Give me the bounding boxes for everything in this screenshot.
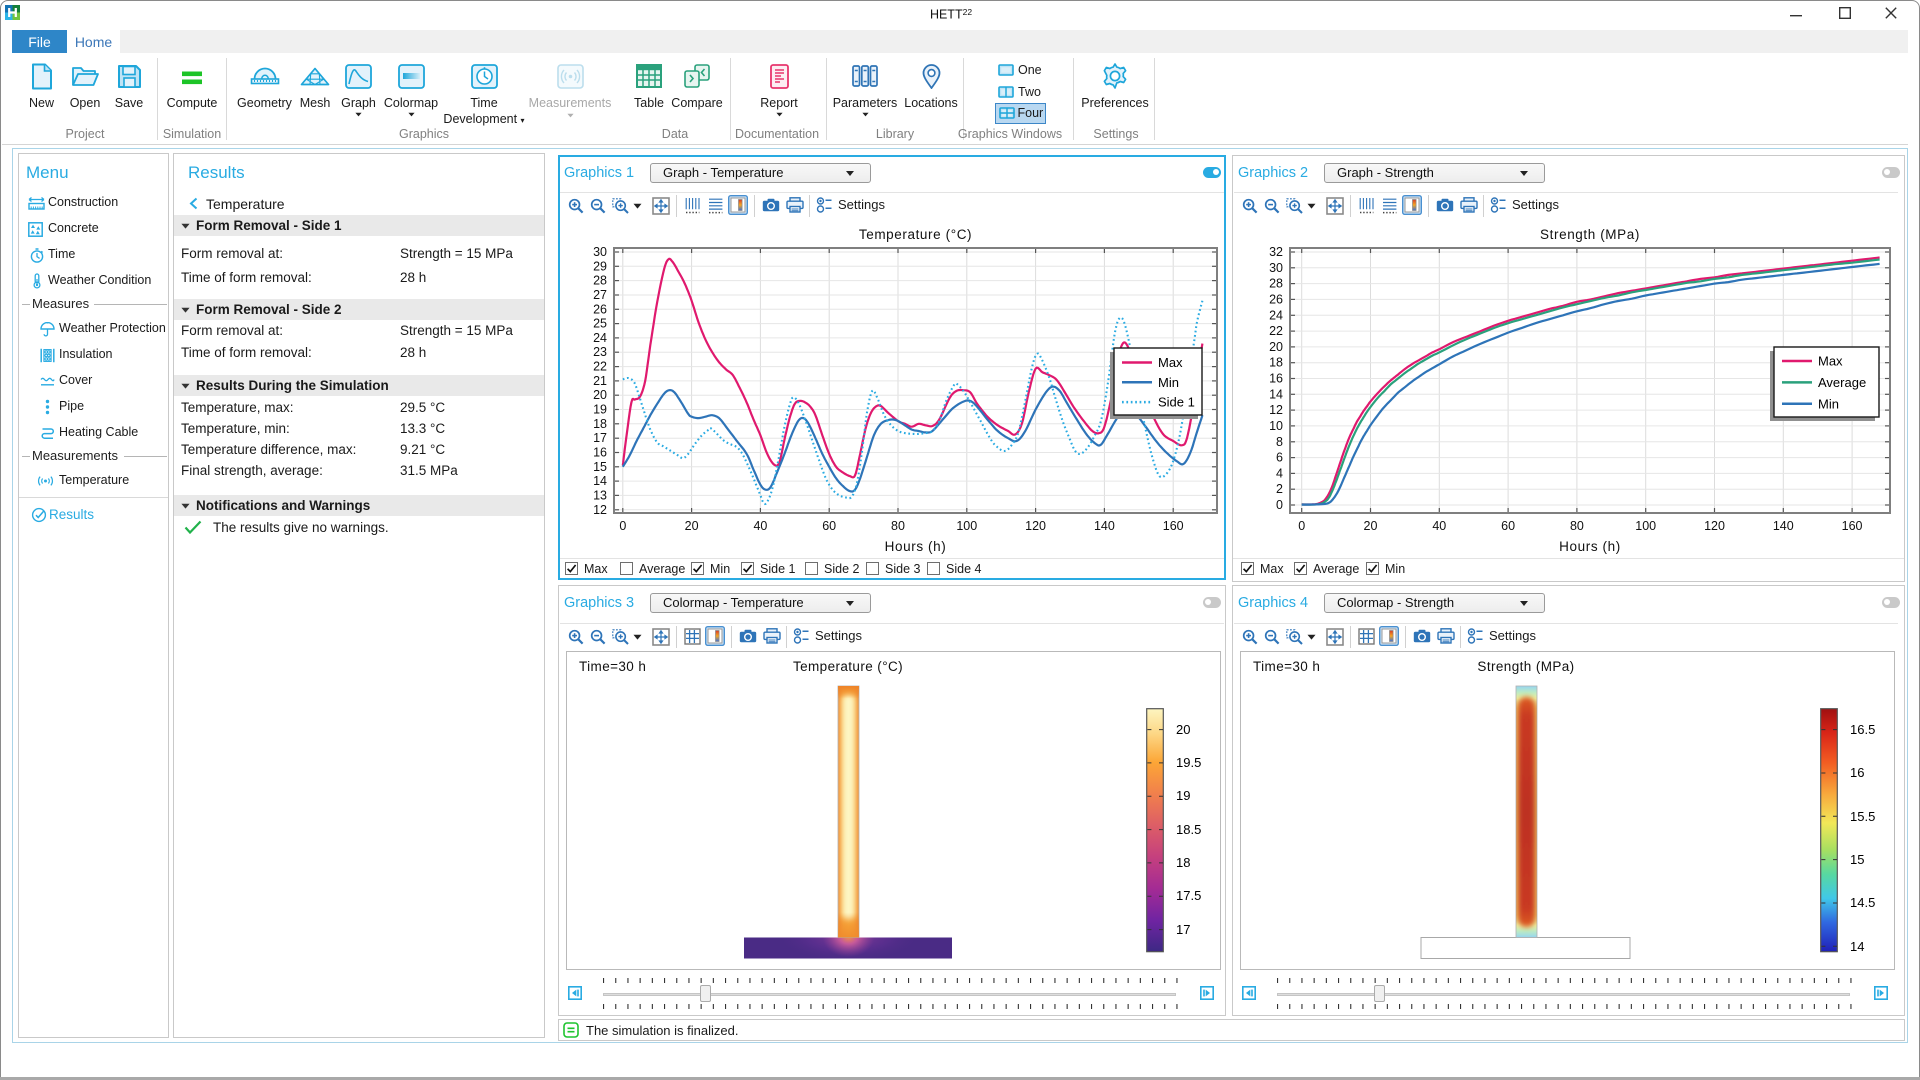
- svg-text:Hours (h): Hours (h): [885, 539, 947, 554]
- svg-text:Min: Min: [1158, 375, 1179, 390]
- svg-text:Side 1: Side 1: [1158, 395, 1195, 410]
- svg-text:Average: Average: [1818, 375, 1866, 390]
- svg-text:12: 12: [1269, 403, 1283, 417]
- svg-text:Max: Max: [1158, 355, 1183, 370]
- svg-text:17: 17: [593, 431, 607, 445]
- svg-text:Temperature (°C): Temperature (°C): [859, 227, 972, 242]
- svg-text:16: 16: [1269, 372, 1283, 386]
- svg-text:22: 22: [1269, 324, 1283, 338]
- svg-text:2: 2: [1276, 482, 1283, 496]
- svg-text:16: 16: [593, 446, 607, 460]
- svg-text:0: 0: [1298, 519, 1305, 533]
- svg-text:6: 6: [1276, 451, 1283, 465]
- svg-text:16: 16: [1850, 765, 1864, 780]
- svg-text:120: 120: [1025, 519, 1046, 533]
- svg-text:26: 26: [1269, 292, 1283, 306]
- svg-text:Strength (MPa): Strength (MPa): [1540, 227, 1640, 242]
- svg-text:0: 0: [619, 519, 626, 533]
- svg-text:22: 22: [593, 360, 607, 374]
- svg-text:19: 19: [593, 403, 607, 417]
- svg-text:20: 20: [1364, 519, 1378, 533]
- svg-text:Min: Min: [1818, 396, 1839, 411]
- svg-text:0: 0: [1276, 498, 1283, 512]
- svg-text:140: 140: [1094, 519, 1115, 533]
- svg-text:28: 28: [1269, 277, 1283, 291]
- svg-text:15: 15: [593, 460, 607, 474]
- svg-text:19.5: 19.5: [1176, 755, 1201, 770]
- svg-text:4: 4: [1276, 466, 1283, 480]
- svg-text:80: 80: [891, 519, 905, 533]
- svg-text:80: 80: [1570, 519, 1584, 533]
- svg-text:24: 24: [593, 331, 607, 345]
- svg-text:160: 160: [1163, 519, 1184, 533]
- svg-text:29: 29: [593, 259, 607, 273]
- svg-text:17: 17: [1176, 922, 1190, 937]
- svg-text:26: 26: [593, 302, 607, 316]
- svg-text:27: 27: [593, 288, 607, 302]
- svg-text:18.5: 18.5: [1176, 822, 1201, 837]
- svg-text:32: 32: [1269, 245, 1283, 259]
- svg-text:Hours (h): Hours (h): [1559, 539, 1621, 554]
- svg-text:15: 15: [1850, 852, 1864, 867]
- svg-text:40: 40: [1432, 519, 1446, 533]
- svg-text:100: 100: [956, 519, 977, 533]
- svg-text:20: 20: [685, 519, 699, 533]
- svg-text:15.5: 15.5: [1850, 809, 1875, 824]
- svg-text:20: 20: [593, 388, 607, 402]
- svg-text:28: 28: [593, 274, 607, 288]
- svg-text:18: 18: [593, 417, 607, 431]
- svg-text:40: 40: [753, 519, 767, 533]
- svg-text:30: 30: [593, 245, 607, 259]
- svg-text:10: 10: [1269, 419, 1283, 433]
- svg-text:20: 20: [1176, 722, 1190, 737]
- svg-text:20: 20: [1269, 340, 1283, 354]
- svg-text:60: 60: [822, 519, 836, 533]
- svg-text:23: 23: [593, 345, 607, 359]
- svg-text:18: 18: [1269, 356, 1283, 370]
- svg-text:18: 18: [1176, 855, 1190, 870]
- svg-text:60: 60: [1501, 519, 1515, 533]
- svg-text:14: 14: [593, 474, 607, 488]
- svg-text:12: 12: [593, 503, 607, 517]
- svg-text:19: 19: [1176, 788, 1190, 803]
- svg-text:160: 160: [1842, 519, 1863, 533]
- svg-text:14: 14: [1269, 387, 1283, 401]
- svg-text:17.5: 17.5: [1176, 888, 1201, 903]
- svg-text:100: 100: [1635, 519, 1656, 533]
- svg-text:8: 8: [1276, 435, 1283, 449]
- svg-text:140: 140: [1773, 519, 1794, 533]
- svg-text:120: 120: [1704, 519, 1725, 533]
- svg-text:13: 13: [593, 488, 607, 502]
- svg-text:30: 30: [1269, 261, 1283, 275]
- svg-text:Max: Max: [1818, 354, 1843, 369]
- svg-text:21: 21: [593, 374, 607, 388]
- svg-text:16.5: 16.5: [1850, 722, 1875, 737]
- svg-text:25: 25: [593, 317, 607, 331]
- svg-text:14.5: 14.5: [1850, 895, 1875, 910]
- svg-text:24: 24: [1269, 308, 1283, 322]
- svg-text:14: 14: [1850, 939, 1864, 954]
